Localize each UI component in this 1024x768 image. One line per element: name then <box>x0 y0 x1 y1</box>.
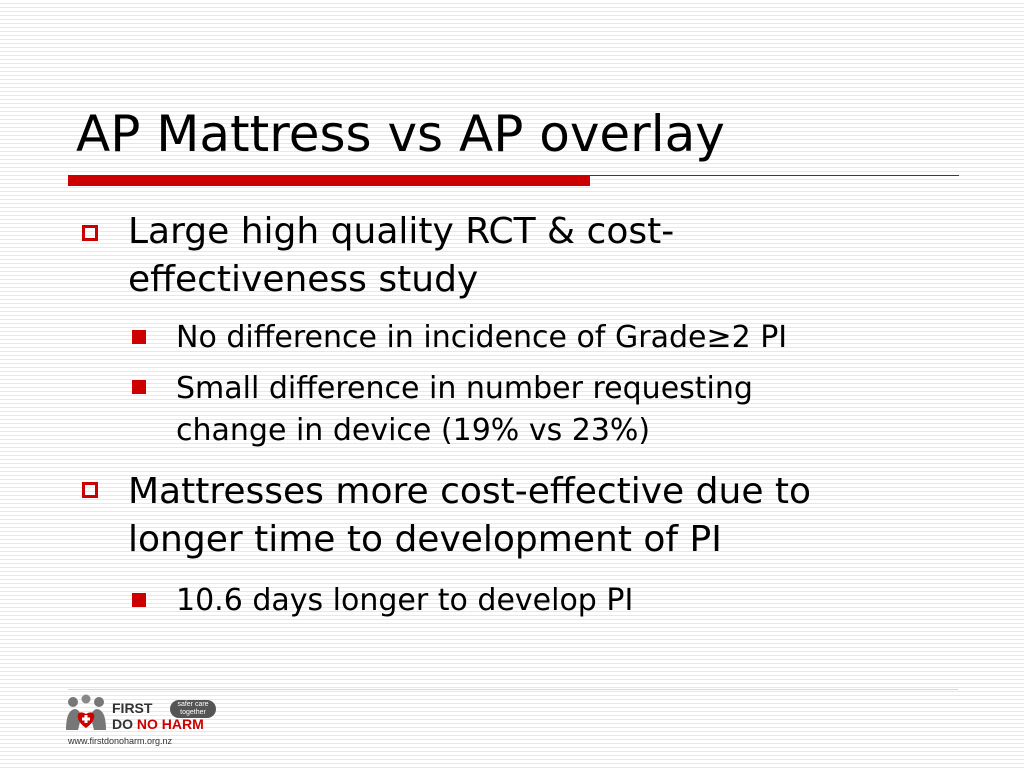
title-underline-accent <box>68 175 590 186</box>
sub-bullet-2-1-line-1: 10.6 days longer to develop PI <box>176 583 634 618</box>
sub-bullet-1-1-line-1: No difference in incidence of Grade≥2 PI <box>176 320 788 355</box>
sub-bullet-1-2-text: Small difference in number requesting ch… <box>176 368 966 452</box>
sub-bullet-1-2-line-1: Small difference in number requesting <box>176 371 753 406</box>
bullet-1-line-2: effectiveness study <box>128 259 479 300</box>
bullet-1-text: Large high quality RCT & cost- effective… <box>128 208 968 304</box>
logo-word-do-no-harm: DO NO HARM <box>112 716 204 732</box>
sub-bullet-1-1-text: No difference in incidence of Grade≥2 PI <box>176 317 966 359</box>
logo-word-first: FIRST <box>112 700 153 716</box>
hollow-square-bullet-icon <box>82 225 98 241</box>
bullet-1-line-1: Large high quality RCT & cost- <box>128 211 675 252</box>
people-heart-emblem-icon <box>66 694 106 730</box>
filled-square-bullet-icon <box>132 380 146 394</box>
slide-title: AP Mattress vs AP overlay <box>76 105 725 163</box>
footer-divider <box>68 689 958 690</box>
bullet-2-text: Mattresses more cost-effective due to lo… <box>128 468 968 564</box>
filled-square-bullet-icon <box>132 593 146 607</box>
logo-tagline-badge: safer care together <box>170 700 216 718</box>
filled-square-bullet-icon <box>132 330 146 344</box>
logo-url: www.firstdonoharm.org.nz <box>68 736 173 746</box>
hollow-square-bullet-icon <box>82 482 98 498</box>
bullet-2-line-1: Mattresses more cost-effective due to <box>128 471 812 512</box>
sub-bullet-2-1-text: 10.6 days longer to develop PI <box>176 580 966 622</box>
first-do-no-harm-logo: FIRST DO NO HARM safer care together www… <box>64 692 224 750</box>
sub-bullet-1-2-line-2: change in device (19% vs 23%) <box>176 413 651 448</box>
bullet-2-line-2: longer time to development of PI <box>128 519 722 560</box>
